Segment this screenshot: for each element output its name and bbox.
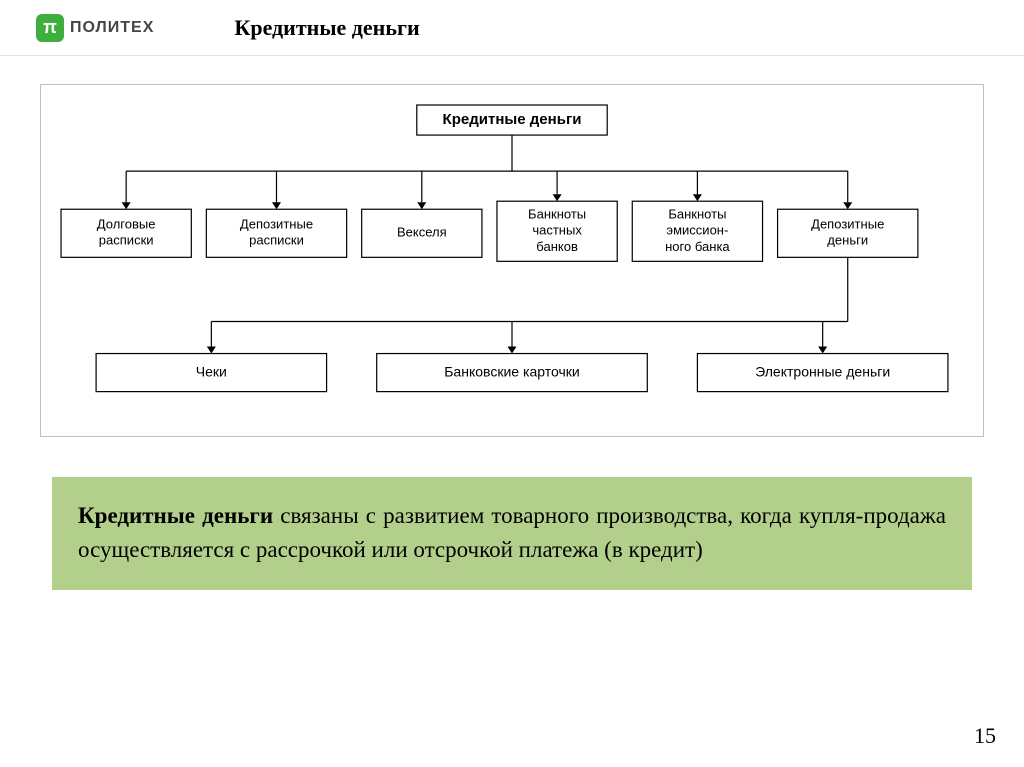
node-label-c1-0: Долговые — [97, 217, 156, 232]
node-label-c5-0: Банкноты — [668, 207, 726, 222]
callout-bold-lead: Кредитные деньги — [78, 503, 273, 528]
node-label-c2-0: Депозитные — [240, 217, 313, 232]
logo-mark-icon: π — [36, 14, 64, 42]
logo-text: ПОЛИТЕХ — [70, 19, 154, 37]
diagram-container: Кредитные деньгиДолговыераспискиДепозитн… — [40, 84, 984, 437]
node-label-c4-2: банков — [536, 239, 578, 254]
node-label-c4-1: частных — [532, 223, 582, 238]
node-label-c5-2: ного банка — [665, 239, 730, 254]
node-label-l3-0: Электронные деньги — [755, 363, 890, 379]
page-number: 15 — [974, 723, 996, 749]
page-title: Кредитные деньги — [234, 15, 419, 41]
node-label-c6-0: Депозитные — [811, 217, 884, 232]
hierarchy-diagram: Кредитные деньгиДолговыераспискиДепозитн… — [51, 101, 973, 412]
header: π ПОЛИТЕХ Кредитные деньги — [0, 0, 1024, 56]
node-label-c5-1: эмиссион- — [666, 223, 728, 238]
node-label-c3-0: Векселя — [397, 225, 447, 240]
definition-callout: Кредитные деньги связаны с развитием тов… — [52, 477, 972, 590]
logo: π ПОЛИТЕХ — [36, 14, 154, 42]
node-label-c4-0: Банкноты — [528, 207, 586, 222]
node-label-l2-0: Банковские карточки — [444, 363, 580, 379]
node-label-c6-1: деньги — [827, 233, 868, 248]
node-label-c1-1: расписки — [99, 233, 154, 248]
node-label-c2-1: расписки — [249, 233, 304, 248]
node-label-root-0: Кредитные деньги — [443, 111, 582, 128]
node-label-l1-0: Чеки — [196, 363, 227, 379]
